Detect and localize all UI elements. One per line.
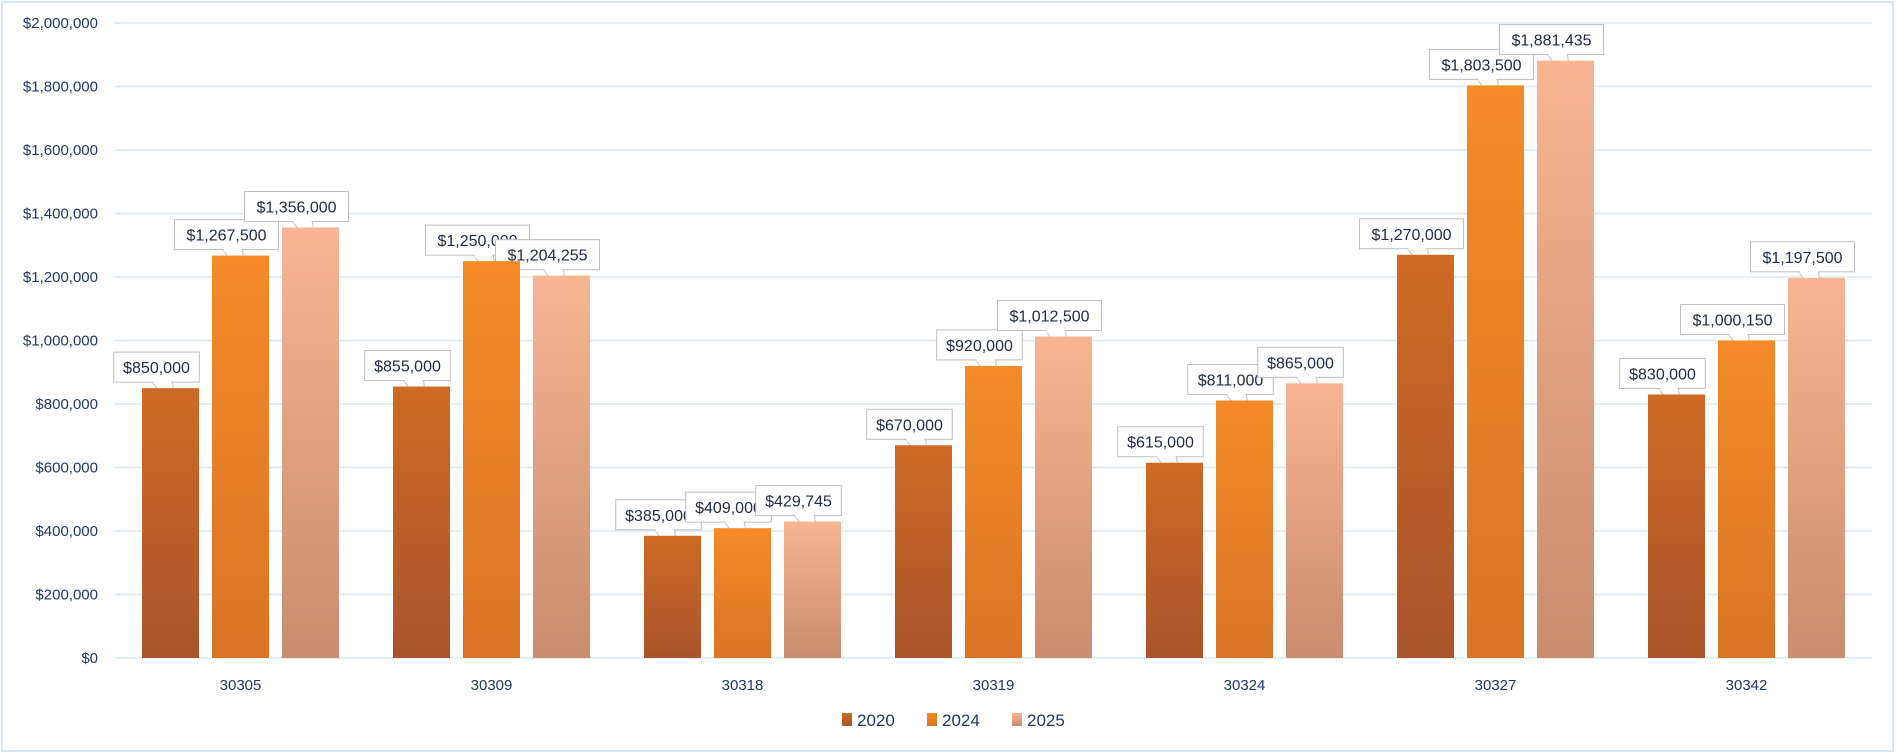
legend-swatch-2020	[842, 713, 852, 726]
svg-text:$1,356,000: $1,356,000	[256, 199, 336, 216]
y-tick-label: $1,600,000	[23, 142, 98, 159]
bar-2020-30327	[1397, 254, 1454, 658]
svg-text:$865,000: $865,000	[1267, 355, 1334, 372]
y-tick-label: $0	[81, 650, 98, 667]
svg-text:$385,000: $385,000	[625, 508, 692, 525]
bar-2024-30309	[463, 261, 520, 658]
bar-2020-30305	[142, 388, 199, 658]
bar-2024-30342	[1718, 340, 1775, 658]
bar-2025-30327	[1537, 60, 1594, 658]
bar-2025-30342	[1788, 277, 1845, 658]
legend-swatch-2024	[927, 713, 937, 726]
svg-text:$811,000: $811,000	[1198, 373, 1264, 390]
svg-text:$1,881,435: $1,881,435	[1511, 33, 1591, 50]
y-tick-label: $2,000,000	[23, 15, 98, 32]
x-tick-label: 30305	[220, 677, 262, 694]
x-tick-label: 30342	[1726, 677, 1768, 694]
y-tick-label: $800,000	[35, 396, 98, 413]
svg-text:$615,000: $615,000	[1127, 435, 1194, 452]
svg-text:$855,000: $855,000	[374, 359, 441, 376]
bar-2025-30305	[282, 227, 339, 658]
svg-text:$670,000: $670,000	[876, 417, 943, 434]
svg-text:$1,267,500: $1,267,500	[186, 228, 266, 245]
y-tick-label: $200,000	[35, 587, 98, 604]
bar-2020-30324	[1146, 462, 1203, 658]
bar-2020-30319	[895, 445, 952, 658]
bar-2025-30324	[1286, 383, 1343, 658]
svg-text:$1,000,150: $1,000,150	[1692, 312, 1772, 329]
bar-2024-30324	[1216, 400, 1273, 658]
x-tick-label: 30327	[1475, 677, 1517, 694]
y-tick-label: $600,000	[35, 460, 98, 477]
svg-text:$1,012,500: $1,012,500	[1009, 309, 1089, 326]
bar-2020-30318	[644, 535, 701, 658]
y-tick-label: $1,800,000	[23, 79, 98, 96]
bar-2025-30309	[533, 275, 590, 658]
bar-2024-30327	[1467, 85, 1524, 659]
legend-swatch-2025	[1012, 713, 1022, 726]
y-tick-label: $1,400,000	[23, 206, 98, 223]
data-label: $670,000	[866, 408, 953, 474]
x-tick-label: 30309	[471, 677, 513, 694]
svg-text:$830,000: $830,000	[1629, 366, 1696, 383]
svg-text:$1,270,000: $1,270,000	[1371, 227, 1451, 244]
svg-text:$1,197,500: $1,197,500	[1762, 250, 1842, 267]
y-tick-label: $1,200,000	[23, 269, 98, 286]
data-label: $615,000	[1117, 426, 1204, 491]
bar-2020-30342	[1648, 394, 1705, 658]
svg-text:$920,000: $920,000	[946, 338, 1013, 355]
bar-2024-30319	[965, 365, 1022, 658]
legend-label: 2020	[857, 711, 895, 730]
bar-2020-30309	[393, 386, 450, 658]
legend-label: 2024	[942, 711, 980, 730]
bar-2024-30305	[212, 255, 269, 658]
svg-text:$429,745: $429,745	[765, 494, 832, 511]
svg-text:$850,000: $850,000	[123, 360, 190, 377]
legend-label: 2025	[1027, 711, 1065, 730]
x-tick-label: 30324	[1224, 677, 1266, 694]
svg-text:$409,000: $409,000	[695, 500, 762, 517]
y-tick-label: $1,000,000	[23, 333, 98, 350]
svg-text:$1,204,255: $1,204,255	[507, 248, 587, 265]
y-tick-label: $400,000	[35, 523, 98, 540]
bar-2024-30318	[714, 528, 771, 658]
bar-2025-30318	[784, 521, 841, 658]
x-tick-label: 30319	[973, 677, 1015, 694]
bar-2025-30319	[1035, 336, 1092, 658]
svg-text:$1,803,500: $1,803,500	[1441, 57, 1521, 74]
x-tick-label: 30318	[722, 677, 764, 694]
